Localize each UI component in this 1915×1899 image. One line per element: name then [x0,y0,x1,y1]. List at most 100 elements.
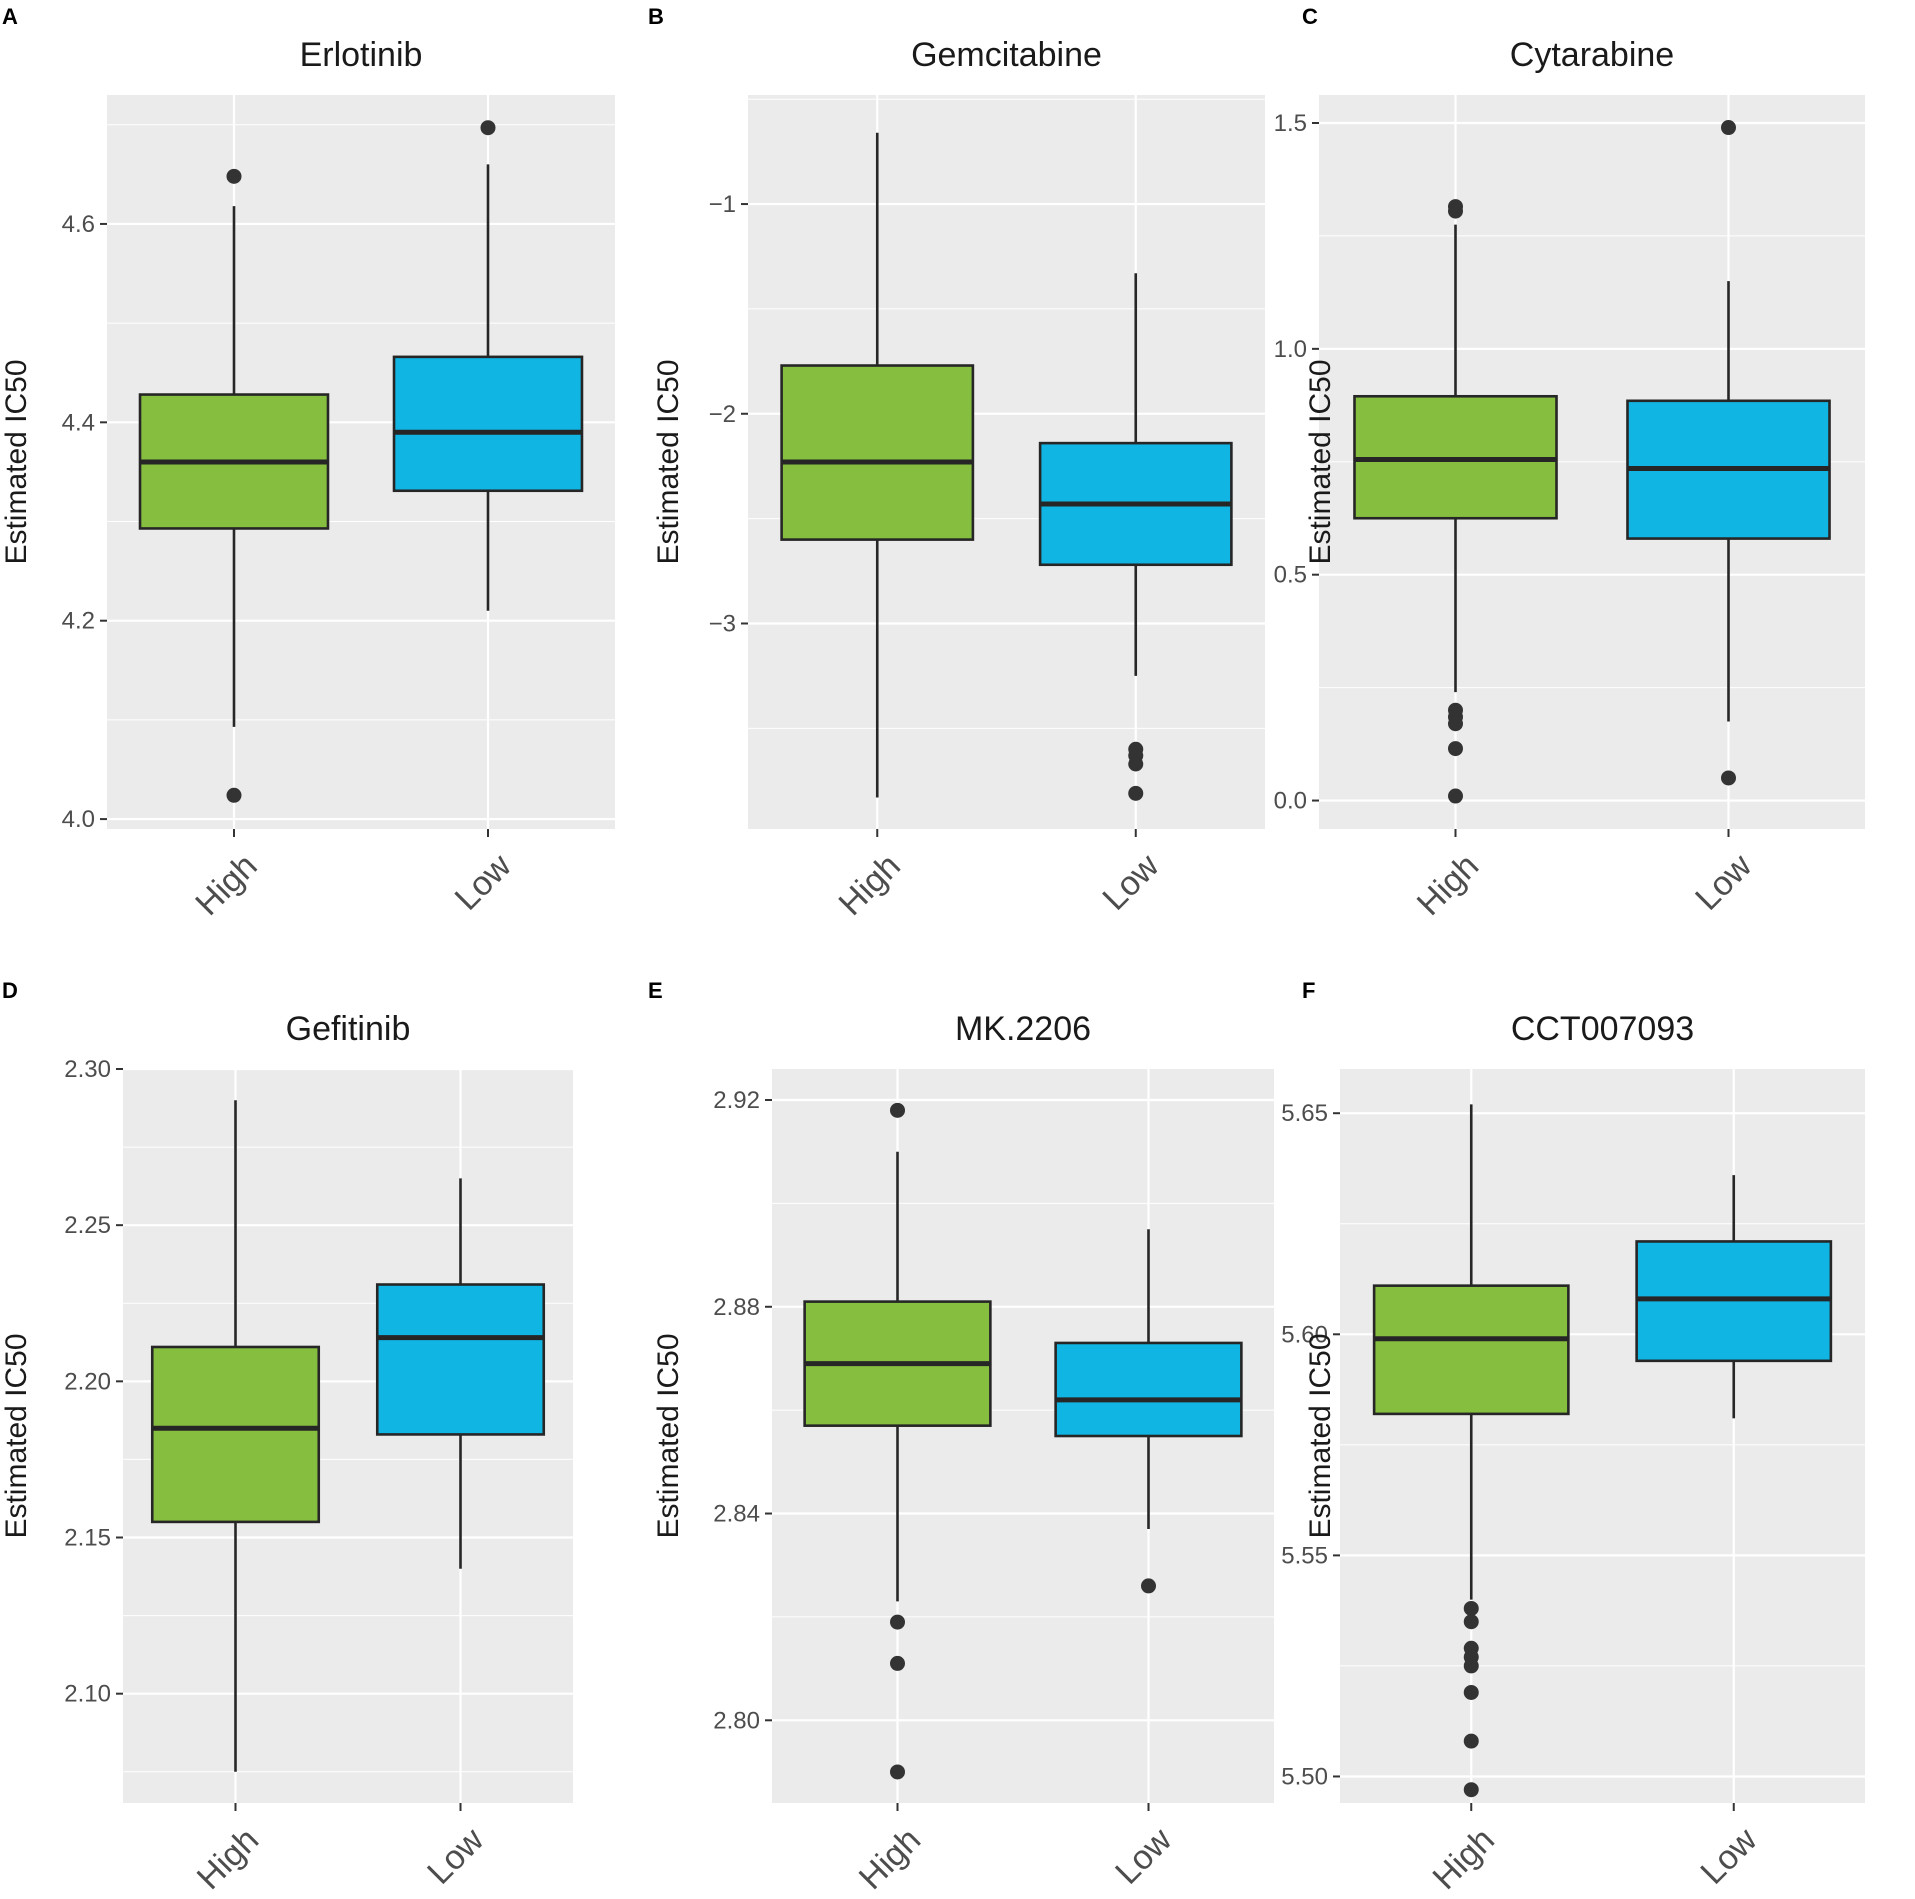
x-tick-label-low: Low [1688,846,1759,917]
box-high [803,1102,992,1780]
panel-c: 0.0 0.5 1.0 1.5 High Low Cytarabine C Estimated … [1274,4,1865,923]
outlier-point [1448,788,1463,804]
box-high [1372,1104,1570,1798]
panel-letter: C [1302,4,1318,29]
y-tick-label: 2.84 [713,1501,760,1528]
box-high [1353,199,1558,804]
x-tick-label-high: High [1410,847,1486,923]
box-high [138,168,330,803]
panel-b: −3 −2 −1 High Low Gemcitabine B Estimated IC50 [648,4,1265,923]
y-axis-title: Estimated IC50 [1304,359,1337,564]
outlier-point [1721,120,1736,136]
box-low [392,120,584,611]
x-tick-label-high: High [190,1821,266,1897]
y-axis-title: Estimated IC50 [652,1333,685,1538]
box-low [1038,273,1233,801]
panel-f: 5.50 5.55 5.60 5.65 High Low CCT007093 F Estimat… [1281,978,1865,1897]
panel-letter: A [2,4,18,29]
outlier-point [1128,756,1144,772]
panel-title: CCT007093 [1511,1010,1694,1048]
box-low [375,1178,546,1569]
y-axis-title: Estimated IC50 [0,359,33,564]
x-tick-label-low: Low [1693,1820,1764,1891]
box-high [780,132,975,798]
outlier-point [1141,1578,1156,1594]
y-tick-label: 2.88 [713,1294,760,1321]
outlier-point [1463,1782,1479,1798]
y-tick-label: 2.92 [713,1087,760,1114]
box-low [1635,1175,1833,1419]
y-axis-title: Estimated IC50 [652,359,685,564]
y-axis-title: Estimated IC50 [0,1333,33,1538]
panel-title: Erlotinib [300,36,423,74]
panel-letter: B [648,4,664,29]
y-tick-label: 5.65 [1281,1100,1328,1127]
outlier-point [1463,1733,1479,1749]
outlier-point [1463,1684,1479,1700]
x-tick-label-high: High [188,847,264,923]
y-tick-label: 2.10 [64,1681,111,1708]
panel-title: Gefitinib [286,1010,411,1048]
y-axis-title: Estimated IC50 [1304,1333,1337,1538]
outlier-point [1463,1600,1479,1616]
outlier-point [1463,1658,1479,1674]
panel-title: Gemcitabine [911,36,1102,74]
box-iqr [392,355,584,493]
outlier-point [890,1764,905,1780]
y-tick-label: 5.50 [1281,1763,1328,1790]
y-tick-label: −3 [709,610,736,637]
box-iqr [150,1345,321,1524]
y-tick-label: 4.6 [62,211,95,238]
y-tick-label: 5.55 [1281,1542,1328,1569]
y-tick-label: 4.0 [62,806,95,833]
panel-letter: D [2,978,18,1003]
box-high [150,1100,321,1772]
panel-letter: E [648,978,663,1003]
outlier-point [890,1102,905,1118]
y-tick-label: −2 [709,401,736,428]
outlier-point [226,787,242,803]
box-iqr [1054,1341,1243,1438]
y-tick-label: 4.4 [62,409,95,436]
outlier-point [1448,741,1463,757]
y-tick-label: 0.0 [1274,788,1307,815]
y-tick-label: −1 [709,191,736,218]
outlier-point [890,1614,905,1630]
box-iqr [1372,1284,1570,1416]
outlier-point [1721,770,1736,786]
box-iqr [375,1283,546,1436]
box-iqr [780,364,975,541]
panel-a: 4.0 4.2 4.4 4.6 High Low Erlotinib A Estimated I… [0,4,615,923]
outlier-point [1128,785,1144,801]
y-tick-label: 2.80 [713,1707,760,1734]
panel-e: 2.80 2.84 2.88 2.92 High Low MK.2206 E Estimated… [648,978,1274,1897]
y-tick-label: 2.25 [64,1212,111,1239]
y-tick-label: 2.15 [64,1525,111,1552]
x-tick-label-high: High [852,1821,928,1897]
outlier-point [480,120,496,136]
x-tick-label-low: Low [448,846,519,917]
panel-letter: F [1302,978,1315,1003]
x-tick-label-low: Low [1108,1820,1179,1891]
panel-title: MK.2206 [955,1010,1091,1048]
box-low [1626,120,1831,786]
panel-title: Cytarabine [1510,36,1674,74]
outlier-point [226,168,242,184]
y-tick-label: 2.30 [64,1056,111,1083]
outlier-point [1448,203,1463,219]
x-tick-label-low: Low [420,1820,491,1891]
panel-d: 2.10 2.15 2.20 2.25 2.30 High Low Gefitinib D Est… [0,978,573,1897]
x-tick-label-high: High [832,847,908,923]
y-tick-label: 1.5 [1274,110,1307,137]
outlier-point [1448,716,1463,732]
y-tick-label: 0.5 [1274,562,1307,589]
outlier-point [890,1655,905,1671]
y-tick-label: 1.0 [1274,336,1307,363]
x-tick-label-low: Low [1095,846,1166,917]
box-low [1054,1229,1243,1594]
x-tick-label-high: High [1426,1821,1502,1897]
outlier-point [1463,1614,1479,1630]
y-tick-label: 4.2 [62,608,95,635]
y-tick-label: 5.60 [1281,1321,1328,1348]
